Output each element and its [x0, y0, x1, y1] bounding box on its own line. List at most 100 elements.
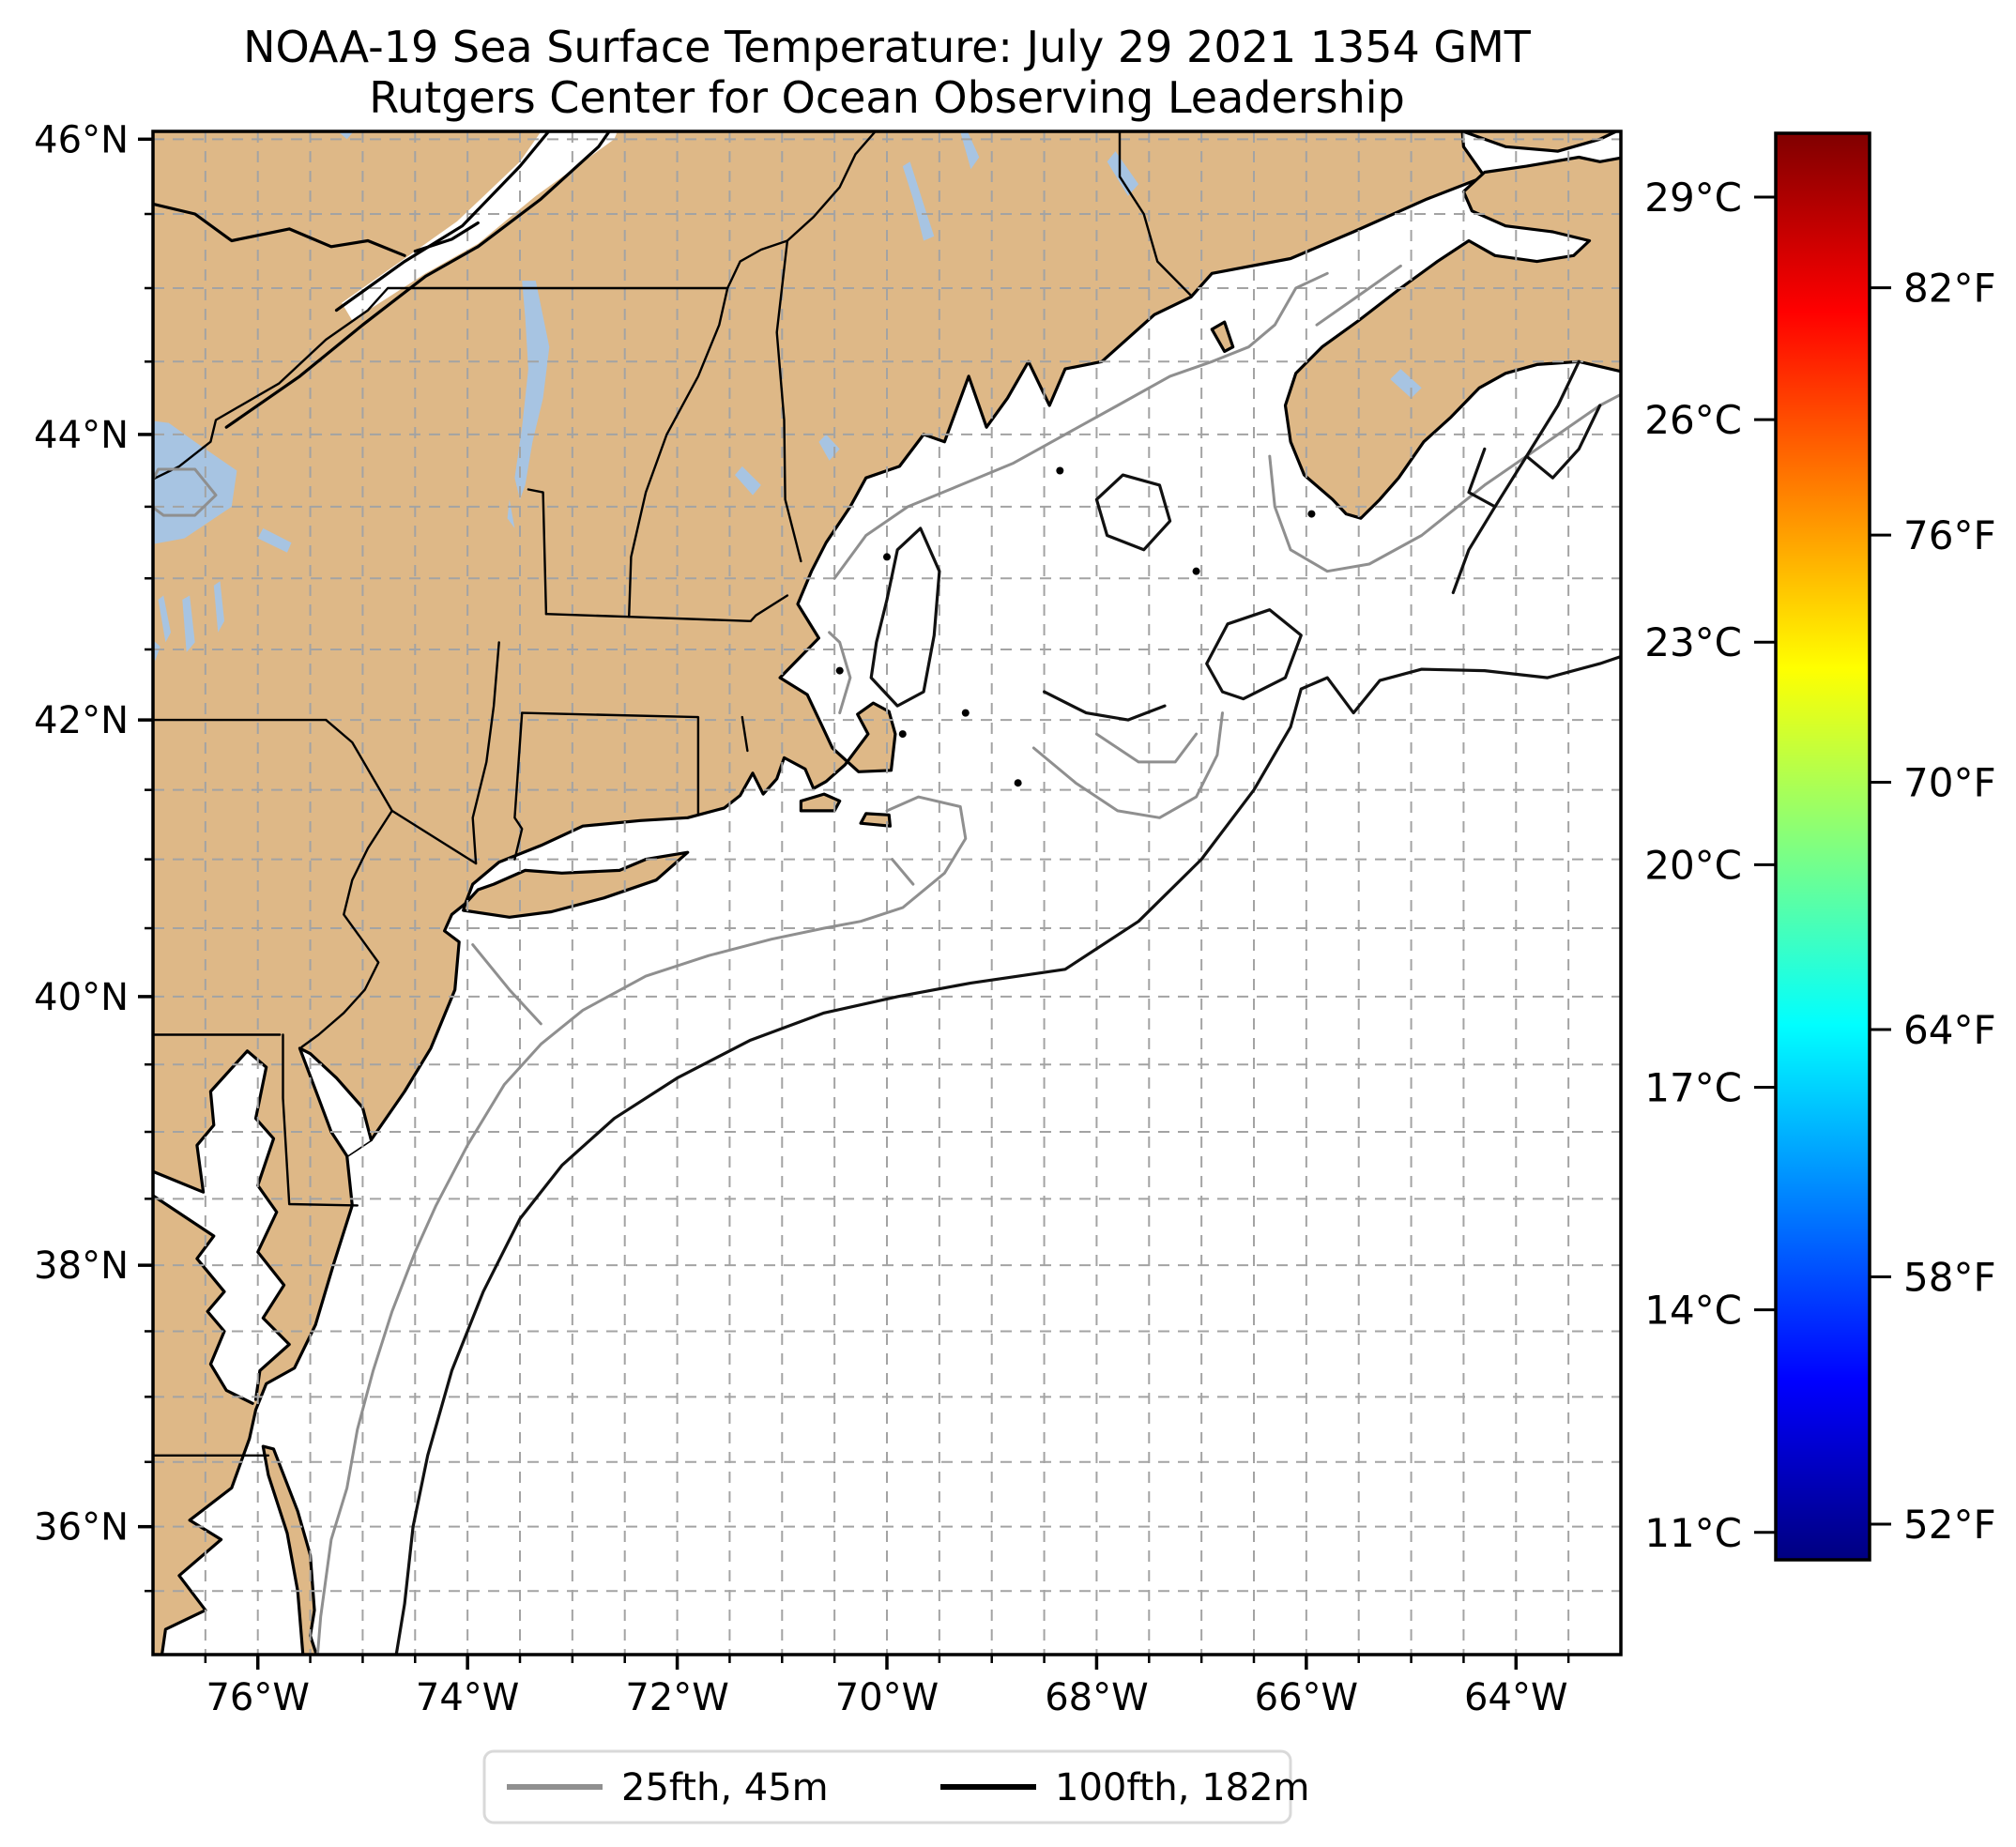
quebec-lake: [338, 131, 354, 140]
colorbar-c-label: 23°C: [1644, 619, 1742, 665]
y-tick-label: 42°N: [34, 699, 129, 742]
colorbar-f-label: 58°F: [1903, 1254, 1996, 1300]
colorbar-f-label: 82°F: [1903, 266, 1996, 312]
grand-lake: [1107, 151, 1139, 196]
contour-dots: [883, 553, 891, 561]
ri-ma-border: [741, 715, 749, 753]
y-tick-label: 38°N: [34, 1244, 129, 1288]
x-tick-label: 76°W: [206, 1676, 309, 1719]
delaware-river-border: [300, 718, 393, 1048]
nova-scotia: [1283, 155, 1621, 520]
contour45-hudson-shelf-valley: [471, 943, 542, 1026]
contour45-nantucket-shoals: [891, 858, 915, 886]
contour182-georges-basin: [1205, 608, 1303, 701]
colorbar-c-label: 17°C: [1644, 1064, 1742, 1110]
x-tick-label: 66°W: [1255, 1676, 1358, 1719]
st-lawrence-south-bank: [224, 131, 612, 429]
legend-label-45m: 25fth, 45m: [621, 1766, 829, 1809]
ct-ny-border: [513, 711, 524, 861]
contour45-lake-ontario: [153, 467, 218, 517]
colorbar-c-label: 20°C: [1644, 842, 1742, 888]
contour45-georges-bank-inner: [1094, 732, 1199, 764]
nantucket: [859, 812, 892, 828]
contour182-scotian-basin-stem: [1451, 359, 1581, 595]
y-tick-label: 36°N: [34, 1506, 129, 1549]
chesapeake-bay: [153, 1049, 291, 1405]
contour45-fundy: [1315, 264, 1402, 327]
chesuncook-lake: [960, 131, 980, 170]
contour182-georges-north-edge: [1043, 690, 1167, 722]
lake-ontario: [153, 420, 237, 544]
delaware-bay: [298, 1046, 373, 1158]
contour182-scotian-basin-branch: [1524, 404, 1602, 480]
contour182-shelf-break: [394, 654, 1621, 1655]
contour-dots: [1014, 779, 1022, 787]
contour45-georges-bank-outer: [1031, 711, 1224, 819]
x-tick-label: 70°W: [835, 1676, 939, 1719]
hudson-river: [471, 641, 500, 865]
x-tick-label: 72°W: [625, 1676, 728, 1719]
mainland: [153, 131, 1487, 1655]
x-tick-label: 64°W: [1464, 1676, 1567, 1719]
ma-north-border: [544, 594, 789, 622]
figure-title: NOAA-19 Sea Surface Temperature: July 29…: [243, 22, 1532, 72]
colorbar-ticks-and-labels: 29°C 26°C 23°C 20°C 17°C 14°C 11°C 82°F 76°F 70°F…: [1644, 175, 1995, 1556]
map-canvas: [153, 131, 1621, 1655]
colorbar-c-label: 11°C: [1644, 1510, 1742, 1556]
contour-dots: [1192, 567, 1200, 575]
marthas-vineyard: [799, 792, 842, 813]
contour-dots: [1056, 466, 1064, 475]
x-tick-label: 74°W: [416, 1676, 519, 1719]
st-lawrence-island-channel: [413, 221, 480, 253]
lake-oneida: [257, 527, 292, 553]
ottawa-river: [153, 202, 406, 257]
st-lawrence-river: [342, 131, 618, 321]
contour182-jordan-basin: [1094, 473, 1172, 552]
prince-edward-island: [1461, 131, 1620, 153]
y-tick-label: 46°N: [34, 118, 129, 161]
contour45-midatlantic-shelf: [315, 795, 968, 1655]
nh-me-border: [775, 239, 802, 563]
contour182-lahave-basin: [1467, 447, 1497, 509]
contour182-wilkinson-basin: [869, 527, 941, 708]
ny-nj-border: [390, 809, 478, 865]
ma-south-border: [521, 711, 700, 816]
axis-ticks-and-labels: 76°W 74°W 72°W 70°W 68°W 66°W 64°W 46°N 44°N 42°N…: [34, 118, 1570, 1719]
grid-lines: [153, 131, 1621, 1655]
contour-dots: [835, 666, 844, 675]
vt-nh-border: [628, 286, 729, 618]
contour45-nova-scotia-offshore: [1268, 392, 1621, 573]
contour-dots: [961, 709, 970, 717]
y-tick-label: 40°N: [34, 976, 129, 1019]
outer-banks-barrier: [261, 1444, 318, 1655]
legend-box: [482, 1749, 1292, 1824]
lake-rossignol: [1390, 369, 1422, 399]
finger-lake-seneca: [182, 595, 195, 652]
ny-vt-border: [527, 488, 548, 616]
colorbar-c-label: 26°C: [1644, 397, 1742, 443]
de-md-border: [282, 1033, 359, 1207]
y-tick-label: 44°N: [34, 414, 129, 457]
colorbar: [1774, 131, 1871, 1562]
legend: 25fth, 45m 100fth, 182m: [482, 1749, 1310, 1824]
lake-winnipesaukee: [735, 466, 761, 496]
moosehead-lake: [902, 161, 935, 241]
colorbar-f-label: 52°F: [1903, 1502, 1996, 1548]
lake-champlain: [514, 281, 550, 500]
contour45-stellwagen: [828, 631, 852, 715]
finger-lake-skaneateles: [213, 581, 224, 633]
colorbar-c-label: 29°C: [1644, 175, 1742, 221]
colorbar-f-label: 70°F: [1903, 760, 1996, 806]
finger-lake-cayuga: [158, 595, 171, 643]
x-tick-label: 68°W: [1045, 1676, 1148, 1719]
contour45-maine-coastal: [832, 271, 1329, 580]
legend-label-182m: 100fth, 182m: [1055, 1766, 1310, 1809]
colorbar-f-label: 64°F: [1903, 1007, 1996, 1053]
maine-new-brunswick-border: [1118, 131, 1193, 298]
finger-lake-keuka: [153, 639, 160, 662]
grand-manan-island: [1210, 320, 1235, 353]
st-lawrence-north-bank: [334, 131, 551, 313]
figure-subtitle: Rutgers Center for Ocean Observing Leade…: [369, 72, 1405, 123]
contour-dots: [898, 730, 907, 739]
